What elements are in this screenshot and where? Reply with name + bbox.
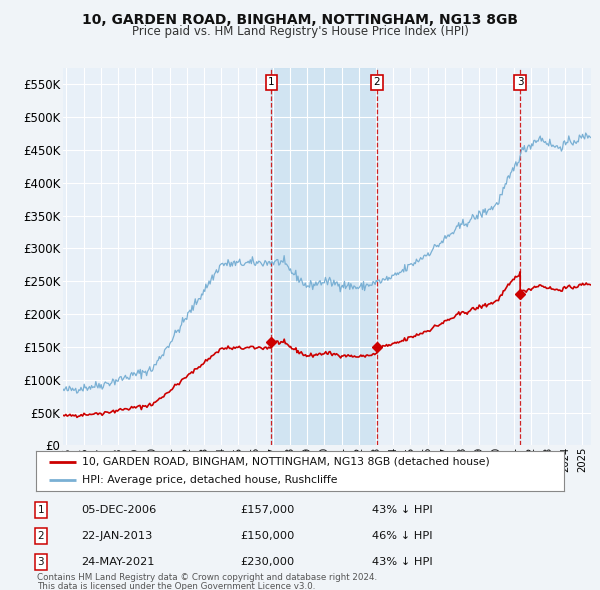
Text: 10, GARDEN ROAD, BINGHAM, NOTTINGHAM, NG13 8GB: 10, GARDEN ROAD, BINGHAM, NOTTINGHAM, NG… <box>82 13 518 27</box>
Text: 24-MAY-2021: 24-MAY-2021 <box>81 557 155 566</box>
Text: 10, GARDEN ROAD, BINGHAM, NOTTINGHAM, NG13 8GB (detached house): 10, GARDEN ROAD, BINGHAM, NOTTINGHAM, NG… <box>82 457 490 467</box>
Text: Price paid vs. HM Land Registry's House Price Index (HPI): Price paid vs. HM Land Registry's House … <box>131 25 469 38</box>
Text: 22-JAN-2013: 22-JAN-2013 <box>81 531 152 540</box>
Text: 43% ↓ HPI: 43% ↓ HPI <box>372 557 433 566</box>
Text: Contains HM Land Registry data © Crown copyright and database right 2024.: Contains HM Land Registry data © Crown c… <box>37 573 377 582</box>
Text: £157,000: £157,000 <box>240 505 295 514</box>
Text: HPI: Average price, detached house, Rushcliffe: HPI: Average price, detached house, Rush… <box>82 475 338 485</box>
Text: 2: 2 <box>37 531 44 540</box>
Text: 2: 2 <box>374 77 380 87</box>
Text: 1: 1 <box>268 77 275 87</box>
Text: £230,000: £230,000 <box>240 557 294 566</box>
Text: 3: 3 <box>37 557 44 566</box>
Text: 46% ↓ HPI: 46% ↓ HPI <box>372 531 433 540</box>
Text: 43% ↓ HPI: 43% ↓ HPI <box>372 505 433 514</box>
Bar <box>271 68 377 445</box>
Text: £150,000: £150,000 <box>240 531 295 540</box>
Text: This data is licensed under the Open Government Licence v3.0.: This data is licensed under the Open Gov… <box>37 582 316 590</box>
Text: 3: 3 <box>517 77 523 87</box>
Text: 1: 1 <box>37 505 44 514</box>
Text: 05-DEC-2006: 05-DEC-2006 <box>81 505 156 514</box>
